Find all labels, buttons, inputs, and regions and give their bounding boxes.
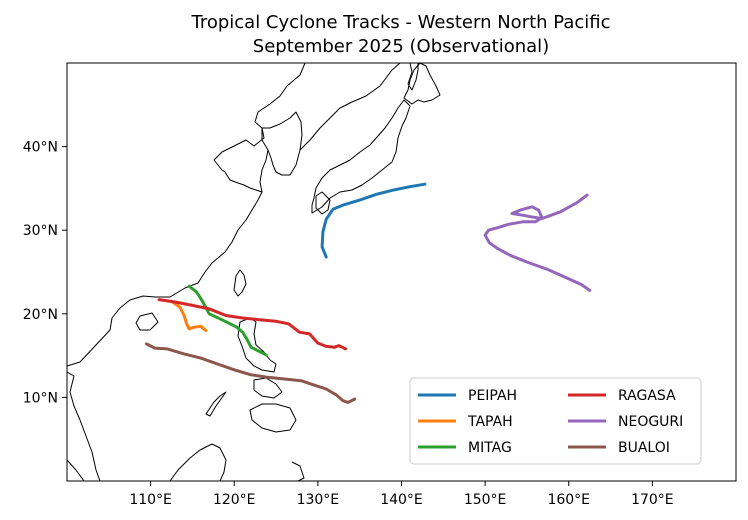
coastline-japan-honshu — [311, 99, 411, 214]
chart-title-line1: Tropical Cyclone Tracks - Western North … — [190, 12, 610, 33]
coastline-mindanao — [249, 403, 297, 433]
legend-label-tapah: TAPAH — [467, 414, 513, 430]
coastline-sulawesi — [291, 461, 305, 481]
legend-label-ragasa: RAGASA — [618, 388, 676, 404]
legend-label-peipah: PEIPAH — [468, 388, 517, 404]
coastline-indochina-south — [67, 371, 101, 481]
cyclone-tracks — [144, 182, 592, 404]
x-tick-label: 160°E — [547, 492, 590, 508]
coastline-japan-hokkaido — [403, 63, 441, 105]
legend-label-neoguri: NEOGURI — [618, 414, 683, 430]
x-tick-label: 120°E — [213, 492, 256, 508]
coastline-luzon — [237, 317, 277, 373]
coastline-north-shore — [299, 63, 401, 151]
x-tick-label: 110°E — [129, 492, 172, 508]
y-tick-label: 30°N — [23, 223, 58, 239]
legend-box — [409, 377, 702, 465]
track-ragasa — [157, 298, 347, 351]
y-tick-label: 40°N — [23, 140, 58, 156]
coastline-sumatra-edge — [67, 459, 85, 481]
x-tick-label: 170°E — [631, 492, 674, 508]
x-axis-ticks: 110°E 120°E 130°E 140°E 150°E 160°E 170°E — [129, 481, 674, 508]
coastline-palawan — [205, 391, 227, 417]
coastline-sakhalin — [407, 63, 419, 91]
track-mitag — [187, 284, 268, 357]
track-tapah — [170, 299, 208, 332]
x-tick-label: 150°E — [464, 492, 507, 508]
y-tick-label: 20°N — [23, 307, 58, 323]
y-axis-ticks: 10°N 20°N 30°N 40°N — [23, 140, 67, 406]
coastline-visayas — [253, 377, 283, 399]
coastline-korea — [261, 111, 303, 176]
coastline-borneo — [169, 443, 227, 481]
coastline-hainan — [135, 312, 159, 331]
chart-title-line2: September 2025 (Observational) — [253, 36, 549, 57]
y-tick-label: 10°N — [23, 390, 58, 406]
legend: PEIPAH TAPAH MITAG RAGASA NEOGURI BUALOI — [409, 377, 702, 465]
track-neoguri — [483, 193, 592, 292]
coastlines — [67, 63, 441, 481]
legend-label-mitag: MITAG — [468, 440, 512, 456]
x-tick-label: 140°E — [380, 492, 423, 508]
coastline-mainland-inner — [259, 149, 269, 193]
track-bualoi — [144, 342, 357, 404]
coastline-taiwan — [233, 269, 247, 297]
x-tick-label: 130°E — [297, 492, 340, 508]
coastline-japan-kyushu — [315, 191, 331, 215]
legend-label-bualoi: BUALOI — [618, 440, 670, 456]
track-peipah — [320, 182, 427, 259]
